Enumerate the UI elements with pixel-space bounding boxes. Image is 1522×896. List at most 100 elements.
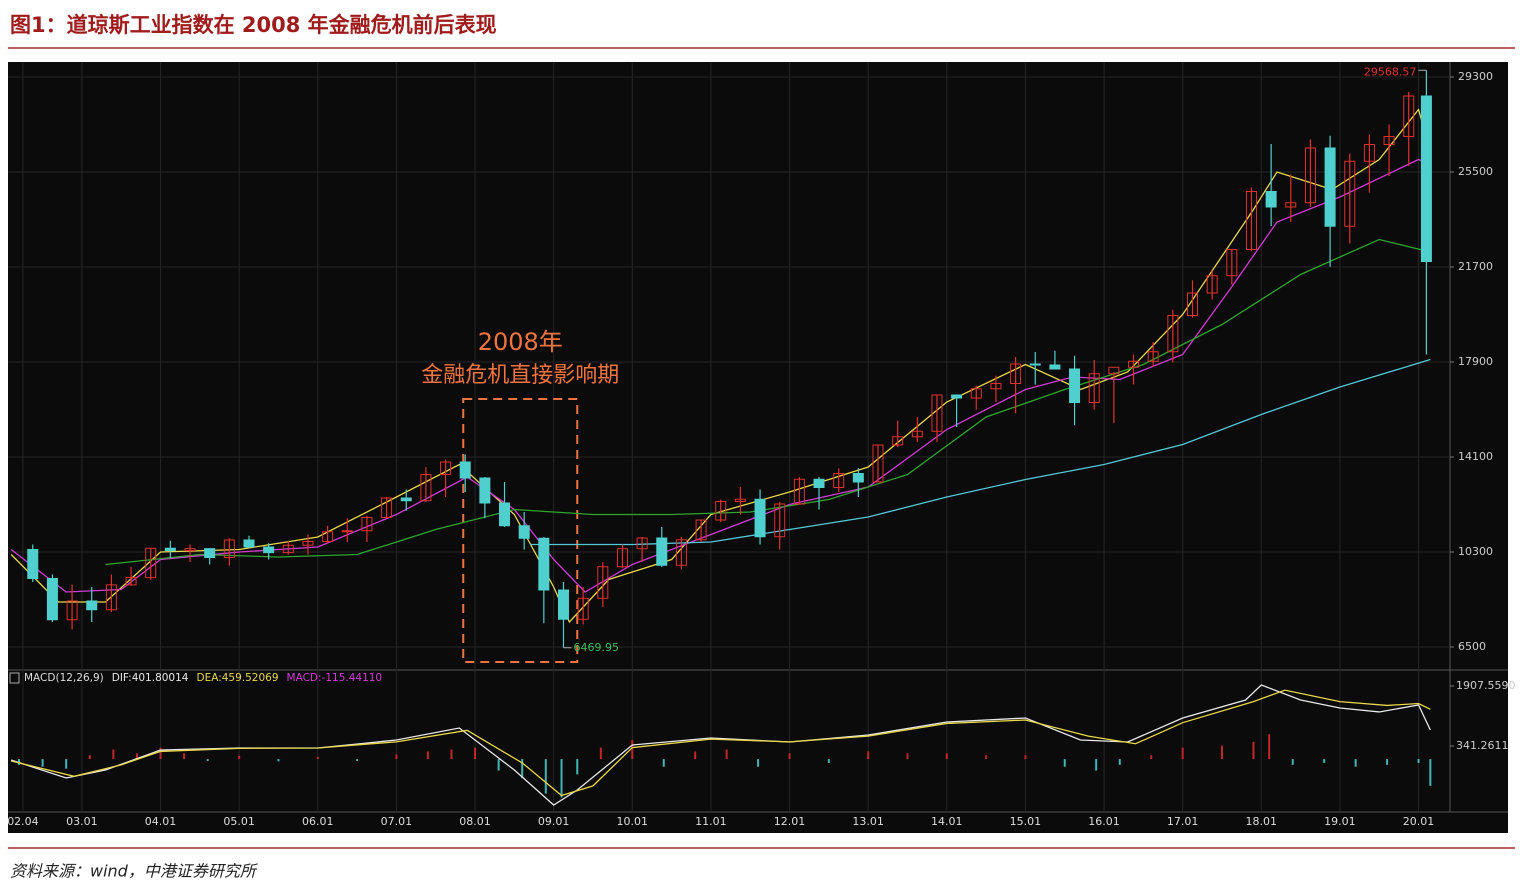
x-tick-label: 17.01 [1167, 815, 1199, 828]
candle-body [341, 530, 353, 533]
histogram-bar [827, 759, 830, 763]
candle-body [361, 517, 373, 532]
histogram-bar [631, 739, 634, 760]
candle-body [1265, 191, 1277, 208]
histogram-bar [576, 759, 579, 775]
histogram-bar [135, 753, 138, 760]
candle-body [1049, 364, 1061, 370]
y-tick-label: 6500 [1458, 640, 1486, 653]
histogram-bar [694, 751, 697, 760]
x-tick-label: 04.01 [145, 815, 177, 828]
candle-body [499, 502, 511, 527]
moving-average-line [105, 238, 1431, 566]
candle-body [715, 501, 727, 521]
candle-body [911, 430, 923, 438]
candle-body [86, 600, 98, 611]
candle-body [931, 394, 943, 432]
x-tick-label: 03.01 [66, 815, 98, 828]
candle-body [1420, 95, 1432, 262]
highlight-label: 金融危机直接影响期 [421, 363, 619, 388]
legend-label: DIF:401.80014 [112, 672, 189, 684]
candle-body [164, 547, 176, 551]
candle-body [892, 436, 904, 446]
candle-body [145, 547, 157, 579]
histogram-bar [238, 756, 241, 760]
histogram-bar [159, 747, 162, 760]
histogram-bar [1095, 759, 1098, 771]
candle-body [243, 539, 255, 548]
candle-body [1029, 363, 1041, 366]
histogram-bar [206, 759, 209, 761]
candle-body [66, 600, 78, 621]
macd-line [10, 689, 1431, 797]
candle-body [125, 577, 137, 586]
candle-body [479, 477, 491, 504]
histogram-bar [1291, 759, 1294, 765]
candle-body [557, 589, 569, 620]
candle-body [1226, 249, 1238, 277]
histogram-bar [497, 759, 500, 771]
candle-body [597, 566, 609, 599]
candle-body [577, 597, 589, 620]
histogram-bar [41, 759, 44, 767]
candle-body [459, 461, 471, 479]
x-tick-label: 10.01 [617, 815, 649, 828]
candle-body [1285, 202, 1297, 208]
highlight-label: 2008年 [478, 328, 563, 356]
candle-body [302, 541, 314, 546]
candle-body [440, 461, 452, 475]
histogram-bar [544, 759, 547, 794]
histogram-bar [112, 749, 115, 760]
histogram-bar [1024, 755, 1027, 760]
candle-body [1108, 366, 1120, 375]
histogram-bar [450, 749, 453, 760]
legend-label: DEA:459.52069 [196, 672, 278, 684]
histogram-bar [906, 753, 909, 760]
candle-body [1167, 315, 1179, 353]
histogram-bar [1417, 759, 1420, 763]
candle-body [27, 549, 39, 579]
candle-body [656, 537, 668, 566]
candle-body [1128, 360, 1140, 368]
histogram-bar [183, 753, 186, 760]
candle-body [616, 548, 628, 568]
candle-body [1403, 95, 1415, 137]
candle-body [223, 539, 235, 558]
candle-body [1344, 160, 1356, 227]
candle-body [872, 444, 884, 483]
x-tick-label: 11.01 [695, 815, 727, 828]
histogram-bar [277, 759, 280, 762]
y-tick-label: 14100 [1458, 450, 1493, 463]
x-tick-label: 18.01 [1246, 815, 1278, 828]
x-tick-label: 09.01 [538, 815, 570, 828]
x-tick-label: 12.01 [774, 815, 806, 828]
histogram-bar [426, 751, 429, 760]
moving-average-line [530, 358, 1431, 546]
candle-body [833, 473, 845, 488]
histogram-bar [1220, 745, 1223, 760]
candle-body [1187, 292, 1198, 316]
candle-body [105, 584, 117, 611]
x-tick-label: 20.01 [1403, 815, 1435, 828]
histogram-bar [1354, 759, 1357, 767]
histogram-bar [395, 754, 398, 760]
legend-label: MACD:-115.44110 [287, 672, 383, 684]
histogram-bar [725, 749, 728, 760]
histogram-bar [65, 759, 68, 769]
histogram-bar [1118, 759, 1121, 765]
chart-background [8, 62, 1508, 833]
histogram-bar [88, 755, 91, 760]
histogram-bar [788, 753, 791, 760]
moving-average-line [10, 158, 1431, 593]
candle-body [1383, 136, 1395, 145]
candle-body [754, 498, 766, 538]
min-label: 6469.95 [573, 641, 619, 654]
candle-body [518, 525, 530, 539]
y-tick-label: 21700 [1458, 260, 1493, 273]
histogram-bar [985, 755, 988, 760]
y-tick-label: 1907.5590 [1456, 679, 1516, 692]
histogram-bar [521, 759, 524, 779]
candle-body [1147, 351, 1159, 362]
candle-body [400, 497, 412, 502]
